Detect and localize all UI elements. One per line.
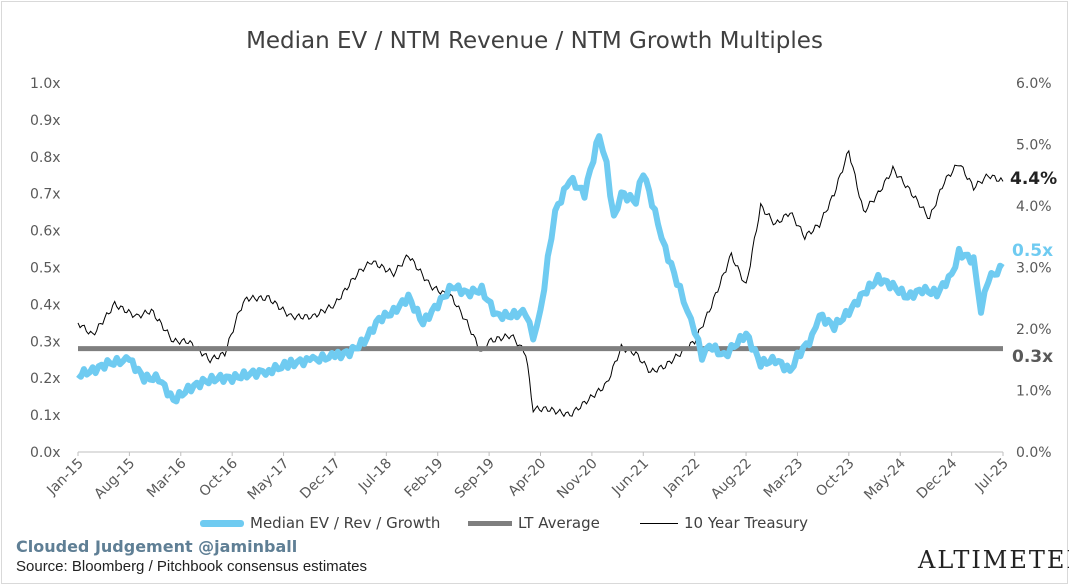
treasury-line <box>77 149 1004 418</box>
x-tick-label: Jun-21 <box>608 456 652 500</box>
y-left-tick-label: 0.9x <box>30 113 61 129</box>
legend-label-treasury: 10 Year Treasury <box>684 514 808 532</box>
y-right-tick-label: 1.0% <box>1016 384 1052 400</box>
legend-item-treasury: 10 Year Treasury <box>640 514 808 532</box>
x-tick-label: Oct-16 <box>196 455 241 500</box>
y-right-tick-label: 2.0% <box>1016 322 1052 338</box>
x-tick-label: Jan-15 <box>43 456 86 499</box>
x-tick-label: Jul-25 <box>972 456 1012 496</box>
y-left-tick-label: 0.6x <box>30 224 61 240</box>
x-tick-label: Oct-23 <box>813 456 858 501</box>
brand-logo: ALTIMETER <box>918 546 1069 574</box>
y-right-tick-label: 4.0% <box>1016 199 1052 215</box>
x-tick-label: May-17 <box>245 456 293 504</box>
y-left-tick-label: 0.4x <box>30 297 61 313</box>
y-left-tick-label: 0.2x <box>30 371 61 387</box>
y-right-tick-label: 6.0% <box>1016 76 1052 92</box>
x-tick-label: Dec-17 <box>297 456 344 503</box>
legend-swatch-treasury <box>640 522 678 524</box>
chart-title: Median EV / NTM Revenue / NTM Growth Mul… <box>246 28 823 54</box>
source-text: Source: Bloomberg / Pitchbook consensus … <box>16 558 368 575</box>
y-right-tick-label: 3.0% <box>1016 261 1052 277</box>
x-tick-label: Aug-22 <box>708 456 755 503</box>
end-labels: 4.4% 0.5x 0.3x <box>1010 169 1057 367</box>
x-tick-label: Apr-20 <box>505 456 549 500</box>
x-tick-label: Mar-16 <box>144 455 190 501</box>
x-tick-label: Sep-19 <box>452 456 498 502</box>
y-left-tick-label: 1.0x <box>30 76 61 92</box>
y-left-tick-label: 0.5x <box>30 261 61 277</box>
legend-swatch-ev <box>200 519 244 527</box>
y-right-tick-label: 5.0% <box>1016 138 1052 154</box>
legend-item-ev: Median EV / Rev / Growth <box>200 514 440 532</box>
x-tick-label: Nov-20 <box>554 456 601 503</box>
y-left-tick-label: 0.8x <box>30 150 61 166</box>
end-label-treasury: 4.4% <box>1010 169 1057 189</box>
x-tick-label: May-24 <box>861 455 909 503</box>
x-tick-label: Dec-24 <box>914 455 961 502</box>
y-left-tick-label: 0.7x <box>30 187 61 203</box>
legend-label-avg: LT Average <box>518 514 600 532</box>
x-tick-label: Jul-18 <box>355 456 395 496</box>
ev-multiple-line <box>76 133 1005 405</box>
legend-swatch-avg <box>468 520 512 526</box>
end-label-ev: 0.5x <box>1012 241 1053 261</box>
x-tick-label: Feb-19 <box>402 456 447 501</box>
end-label-avg: 0.3x <box>1012 347 1053 367</box>
x-tick-label: Mar-23 <box>761 456 807 502</box>
legend-label-ev: Median EV / Rev / Growth <box>250 514 441 532</box>
legend-item-avg: LT Average <box>468 514 600 532</box>
credit-text: Clouded Judgement @jaminball <box>16 537 298 556</box>
x-tick-label: Aug-15 <box>91 456 138 503</box>
y-left-tick-label: 0.3x <box>30 334 61 350</box>
y-right-tick-label: 0.0% <box>1016 445 1052 461</box>
y-left-tick-label: 0.1x <box>30 408 61 424</box>
x-tick-label: Jan-22 <box>660 456 703 499</box>
series-lines <box>76 133 1005 418</box>
y-left-tick-label: 0.0x <box>30 445 61 461</box>
